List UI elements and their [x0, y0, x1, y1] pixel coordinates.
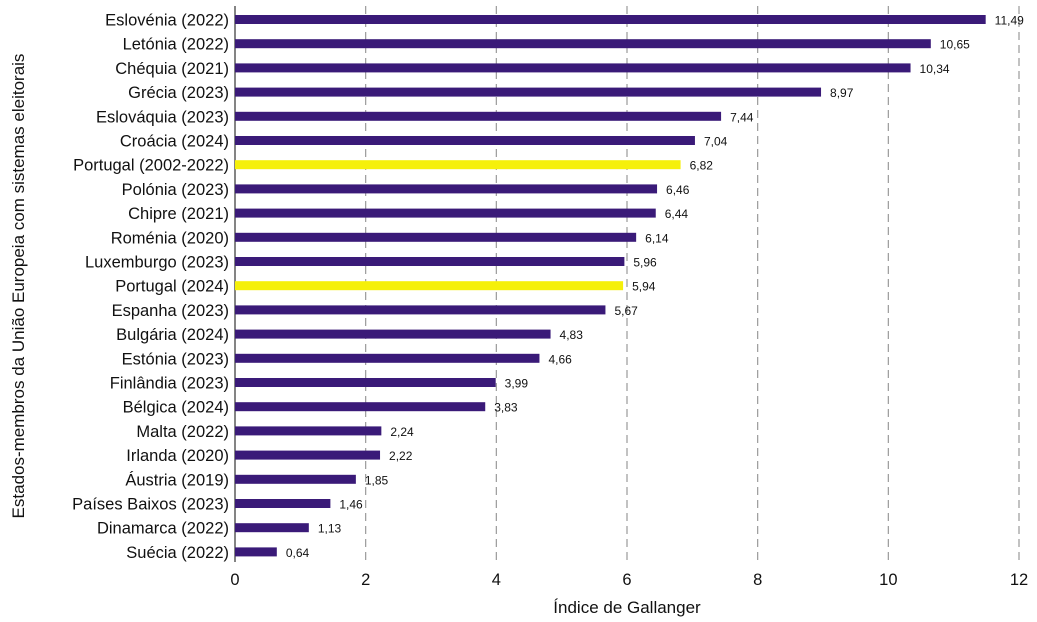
category-label: Áustria (2019): [125, 470, 229, 489]
bar: [235, 402, 486, 412]
category-label: Irlanda (2020): [126, 447, 229, 465]
bar: [235, 305, 606, 315]
bar: [235, 184, 658, 194]
bar: [235, 523, 309, 533]
bar: [235, 378, 496, 387]
x-tick-label: 0: [230, 571, 239, 589]
value-label: 5,94: [632, 280, 656, 294]
category-label: Grécia (2023): [128, 84, 229, 102]
value-label: 7,04: [704, 135, 728, 149]
value-label: 4,66: [548, 352, 572, 366]
category-label: Roménia (2020): [111, 229, 229, 247]
y-axis-title: Estados-membros da União Europeia com si…: [9, 54, 28, 519]
category-label: Espanha (2023): [112, 302, 229, 320]
bar-highlighted: [235, 160, 681, 170]
category-label: Luxemburgo (2023): [85, 254, 229, 272]
value-label: 6,44: [665, 207, 689, 221]
bar: [235, 87, 822, 97]
category-label: Chipre (2021): [128, 205, 229, 223]
category-label: Eslovénia (2022): [105, 12, 229, 30]
category-label: Croácia (2024): [120, 133, 229, 151]
bar: [235, 208, 656, 218]
bar: [235, 15, 986, 24]
bars: [235, 15, 986, 557]
value-label: 6,14: [645, 231, 669, 245]
bar: [235, 426, 382, 436]
bar: [235, 39, 931, 49]
bar: [235, 136, 695, 145]
category-label: Dinamarca (2022): [97, 520, 229, 538]
category-label: Bulgária (2024): [116, 326, 229, 344]
category-label: Bélgica (2024): [123, 399, 229, 417]
category-label: Portugal (2024): [115, 278, 229, 296]
value-label: 7,44: [730, 110, 754, 124]
x-tick-labels: 0 2 4 6 8 10 12: [230, 571, 1028, 589]
value-label: 1,85: [365, 473, 389, 487]
category-label: Estónia (2023): [122, 350, 229, 368]
value-label: 2,22: [389, 449, 413, 463]
value-labels: 11,49 10,65 10,34 8,97 7,447,04 6,826,46 6,44 6…: [286, 14, 1024, 560]
bar-highlighted: [235, 281, 624, 291]
value-label: 0,64: [286, 546, 310, 560]
bar: [235, 232, 637, 242]
value-label: 4,83: [560, 328, 584, 342]
value-label: 2,24: [390, 425, 414, 439]
category-label: Chéquia (2021): [115, 60, 229, 78]
category-labels: Eslovénia (2022) Letónia (2022) Chéquia (2…: [72, 12, 229, 562]
value-label: 11,49: [995, 14, 1024, 28]
category-label: Polónia (2023): [122, 181, 229, 199]
category-label: Portugal (2002-2022): [73, 157, 229, 175]
value-label: 1,46: [339, 498, 363, 512]
value-label: 5,67: [614, 304, 638, 318]
x-tick-label: 4: [492, 571, 501, 589]
value-label: 5,96: [633, 256, 657, 270]
value-label: 10,34: [920, 62, 950, 76]
value-label: 6,46: [666, 183, 690, 197]
bar: [235, 547, 277, 557]
value-label: 10,65: [940, 38, 970, 52]
bar: [235, 329, 551, 339]
x-tick-label: 12: [1010, 571, 1028, 589]
x-tick-label: 2: [361, 571, 370, 589]
bar: [235, 257, 625, 266]
x-tick-label: 6: [622, 571, 631, 589]
value-label: 6,82: [690, 159, 714, 173]
value-label: 3,83: [494, 401, 518, 415]
bar: [235, 111, 722, 121]
category-label: Finlândia (2023): [110, 375, 229, 393]
value-label: 3,99: [505, 377, 529, 391]
x-tick-label: 8: [753, 571, 762, 589]
category-label: Países Baixos (2023): [72, 496, 229, 514]
bar: [235, 63, 911, 73]
bar: [235, 450, 381, 460]
category-label: Suécia (2022): [126, 544, 229, 562]
category-label: Malta (2022): [136, 423, 229, 441]
x-axis-title: Índice de Gallanger: [553, 598, 701, 617]
x-tick-label: 10: [879, 571, 897, 589]
bar: [235, 474, 356, 484]
bar: [235, 499, 331, 508]
value-label: 1,13: [318, 522, 342, 536]
value-label: 8,97: [830, 86, 854, 100]
category-label: Eslováquia (2023): [96, 108, 229, 126]
category-label: Letónia (2022): [123, 36, 229, 54]
bar: [235, 353, 540, 363]
